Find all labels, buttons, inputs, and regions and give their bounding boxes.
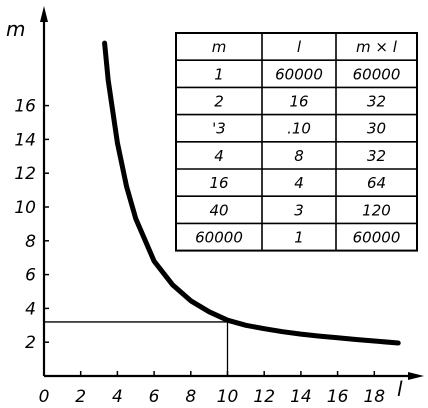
table-header-cell: m [212, 38, 227, 56]
x-tick-label: 16 [327, 387, 349, 407]
x-tick-label: 4 [112, 387, 123, 407]
table-cell: 60000 [195, 229, 243, 247]
x-tick-label: 18 [363, 387, 385, 407]
table-cell: .10 [287, 120, 311, 138]
table-cell: 4 [214, 147, 224, 165]
y-tick-label: 16 [14, 97, 36, 117]
table-cell: 3 [294, 201, 304, 219]
data-table: mlm × l1600006000021632'3.10304832164644… [176, 33, 417, 251]
table-cell: 30 [367, 120, 386, 138]
table-cell: 16 [209, 174, 228, 192]
table-cell: 40 [209, 201, 228, 219]
table-cell: 4 [294, 174, 304, 192]
y-axis-label: m [6, 17, 25, 41]
y-tick-label: 2 [25, 333, 36, 353]
y-tick-label: 6 [25, 266, 36, 286]
x-axis-label: l [397, 377, 403, 401]
x-tick-label: 10 [217, 387, 239, 407]
y-tick-label: 14 [14, 130, 36, 150]
table-cell: 8 [294, 147, 304, 165]
y-tick-label: 4 [25, 299, 36, 319]
table-cell: 64 [367, 174, 386, 192]
guide-lines [44, 322, 228, 376]
x-axis-arrow [408, 372, 424, 380]
x-tick-label: 14 [290, 387, 312, 407]
x-tick-label: 0 [39, 387, 50, 407]
table-cell: 16 [289, 93, 308, 111]
x-tick-label: 12 [253, 387, 275, 407]
x-tick-label: 6 [149, 387, 160, 407]
y-tick-label: 12 [14, 164, 36, 184]
table-cell: '3 [212, 120, 226, 138]
table-cell: 32 [367, 147, 386, 165]
table-header-cell: m × l [356, 38, 398, 56]
table-cell: 60000 [353, 65, 401, 83]
table-cell: 2 [214, 93, 224, 111]
table-cell: 1 [214, 65, 224, 83]
x-tick-label: 8 [185, 387, 196, 407]
table-cell: 1 [294, 229, 304, 247]
y-tick-label: 8 [25, 232, 36, 252]
table-cell: 32 [367, 93, 386, 111]
table-cell: 60000 [353, 229, 401, 247]
table-cell: 120 [362, 201, 391, 219]
y-tick-label: 10 [14, 198, 36, 218]
x-tick-label: 2 [75, 387, 86, 407]
table-cell: 60000 [275, 65, 323, 83]
y-axis-arrow [40, 6, 48, 22]
